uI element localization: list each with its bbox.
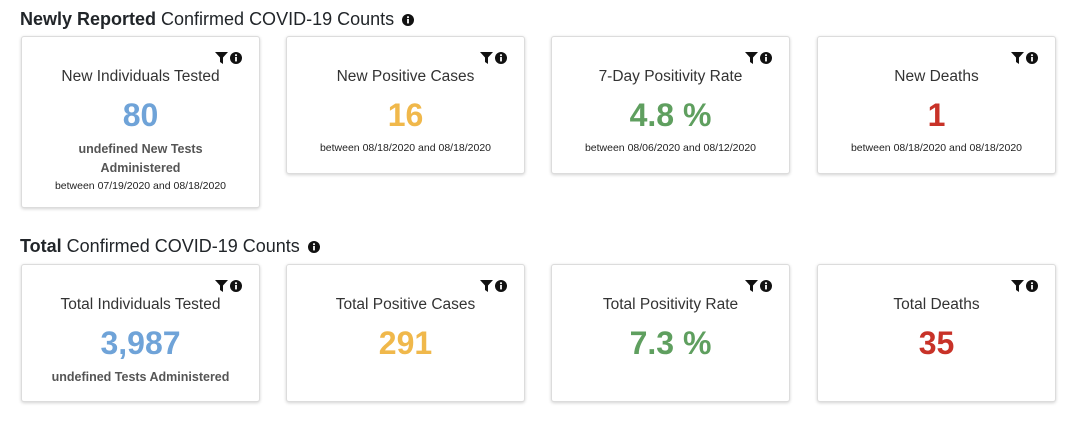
info-icon[interactable] <box>760 52 772 64</box>
card-title: Total Positivity Rate <box>602 296 739 313</box>
newly-reported-heading-bold: Newly Reported <box>20 9 157 29</box>
card-7-day-positivity-rate: 7-Day Positivity Rate 4.8 % between 08/0… <box>551 36 790 174</box>
card-date-range: between 08/18/2020 and 08/18/2020 <box>850 142 1023 154</box>
info-icon[interactable] <box>495 52 507 64</box>
card-date-range: between 08/06/2020 and 08/12/2020 <box>584 142 757 154</box>
info-icon[interactable] <box>1026 280 1038 292</box>
card-value: 291 <box>378 325 433 361</box>
card-actions <box>745 280 772 292</box>
info-icon[interactable] <box>307 236 320 253</box>
total-heading-bold: Total <box>20 236 62 256</box>
newly-reported-heading: Newly Reported Confirmed COVID-19 Counts <box>20 8 415 30</box>
card-actions <box>215 52 242 64</box>
total-cards: Total Individuals Tested 3,987 undefined… <box>21 264 1076 438</box>
info-icon[interactable] <box>495 280 507 292</box>
card-value: 35 <box>918 325 955 361</box>
card-subtext: undefined Tests Administered <box>51 370 230 384</box>
card-value: 4.8 % <box>629 97 712 133</box>
card-title: New Deaths <box>894 68 979 85</box>
card-title: New Positive Cases <box>336 68 475 85</box>
card-actions <box>1011 280 1038 292</box>
card-actions <box>480 280 507 292</box>
card-actions <box>1011 52 1038 64</box>
info-icon[interactable] <box>230 52 242 64</box>
total-heading-rest: Confirmed COVID-19 Counts <box>66 236 300 256</box>
card-title: New Individuals Tested <box>61 68 220 85</box>
filter-icon[interactable] <box>215 280 228 292</box>
card-new-deaths: New Deaths 1 between 08/18/2020 and 08/1… <box>817 36 1056 174</box>
card-title: Total Positive Cases <box>335 296 476 313</box>
card-value: 1 <box>927 97 946 133</box>
card-value: 16 <box>387 97 424 133</box>
card-new-positive-cases: New Positive Cases 16 between 08/18/2020… <box>286 36 525 174</box>
card-actions <box>215 280 242 292</box>
card-title: Total Deaths <box>893 296 980 313</box>
info-icon[interactable] <box>230 280 242 292</box>
filter-icon[interactable] <box>480 280 493 292</box>
filter-icon[interactable] <box>480 52 493 64</box>
filter-icon[interactable] <box>215 52 228 64</box>
card-title: 7-Day Positivity Rate <box>598 68 743 85</box>
card-total-positivity-rate: Total Positivity Rate 7.3 % <box>551 264 790 402</box>
total-heading: Total Confirmed COVID-19 Counts <box>20 235 320 257</box>
card-actions <box>745 52 772 64</box>
card-subtext: undefined New Tests Administered <box>78 142 203 175</box>
card-actions <box>480 52 507 64</box>
filter-icon[interactable] <box>1011 280 1024 292</box>
newly-reported-heading-rest: Confirmed COVID-19 Counts <box>161 9 395 29</box>
card-value: 80 <box>122 97 159 133</box>
card-total-positive-cases: Total Positive Cases 291 <box>286 264 525 402</box>
info-icon[interactable] <box>402 9 415 26</box>
card-total-individuals-tested: Total Individuals Tested 3,987 undefined… <box>21 264 260 402</box>
card-title: Total Individuals Tested <box>60 296 221 313</box>
filter-icon[interactable] <box>745 280 758 292</box>
info-icon[interactable] <box>760 280 772 292</box>
card-new-individuals-tested: New Individuals Tested 80 undefined New … <box>21 36 260 208</box>
card-total-deaths: Total Deaths 35 <box>817 264 1056 402</box>
card-date-range: between 07/19/2020 and 08/18/2020 <box>54 180 227 192</box>
filter-icon[interactable] <box>745 52 758 64</box>
card-date-range: between 08/18/2020 and 08/18/2020 <box>319 142 492 154</box>
card-value: 7.3 % <box>629 325 712 361</box>
info-icon[interactable] <box>1026 52 1038 64</box>
filter-icon[interactable] <box>1011 52 1024 64</box>
newly-reported-cards: New Individuals Tested 80 undefined New … <box>21 36 1076 210</box>
card-value: 3,987 <box>100 325 181 361</box>
